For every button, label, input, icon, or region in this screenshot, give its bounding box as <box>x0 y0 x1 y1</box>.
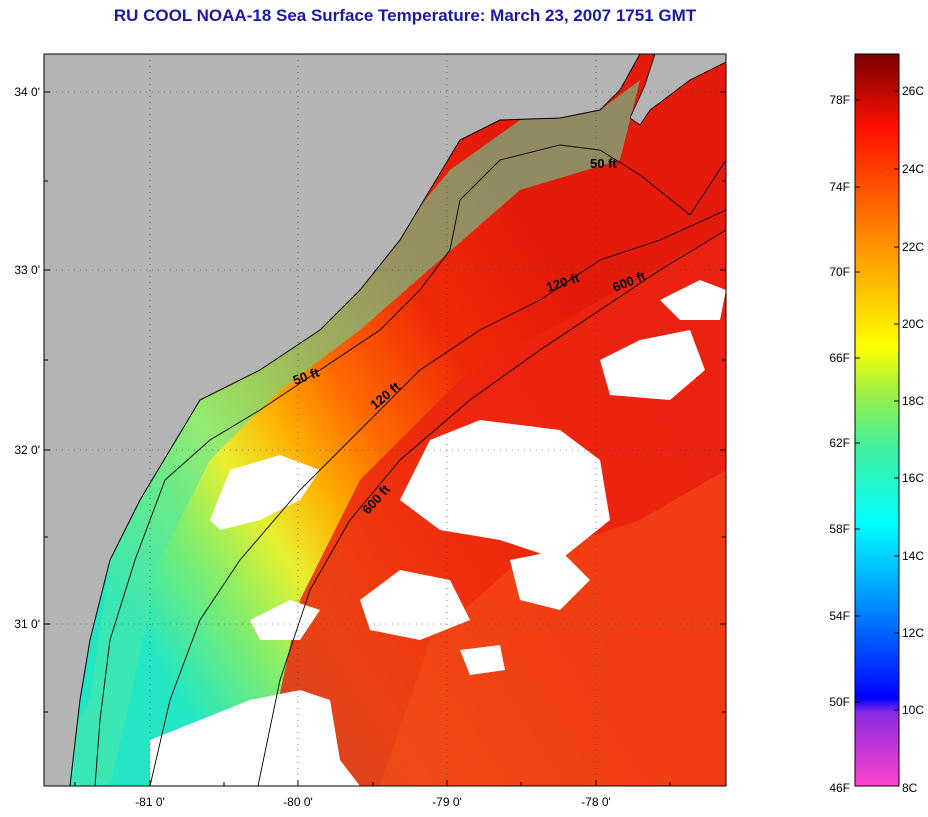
land-mass-north <box>629 54 726 126</box>
latitude-tick-label: 31 0' <box>14 617 40 631</box>
colorbar: 78F 74F 70F 66F 62F 58F 54F 50F 46F 26C … <box>829 53 924 795</box>
colorbar-gradient <box>854 53 900 787</box>
latitude-tick-label: 33 0' <box>14 263 40 277</box>
graticule <box>44 54 726 786</box>
colorbar-f-label: 46F <box>829 781 850 795</box>
cloud-cover <box>150 280 726 786</box>
map-title: RU COOL NOAA-18 Sea Surface Temperature:… <box>113 6 697 25</box>
colorbar-c-label: 24C <box>902 162 924 176</box>
colorbar-c-label: 12C <box>902 626 924 640</box>
latitude-tick-label: 34 0' <box>14 85 40 99</box>
colorbar-f-label: 70F <box>829 265 850 279</box>
land-mass <box>44 54 641 786</box>
longitude-tick-label: -79 0' <box>432 795 462 809</box>
colorbar-f-label: 74F <box>829 180 850 194</box>
colorbar-c-label: 18C <box>902 394 924 408</box>
map-frame <box>43 53 727 787</box>
colorbar-c-label: 8C <box>902 781 918 795</box>
contour-600ft <box>257 229 726 786</box>
longitude-tick-label: -78 0' <box>581 795 611 809</box>
axis-ticks <box>44 91 726 786</box>
colorbar-f-label: 58F <box>829 522 850 536</box>
contour-120ft <box>149 209 726 786</box>
latitude-tick-label: 32 0' <box>14 443 40 457</box>
gulf-stream-eddy <box>380 470 726 786</box>
coastal-cool-water <box>44 80 640 786</box>
colorbar-c-label: 22C <box>902 240 924 254</box>
colorbar-c-label: 10C <box>902 703 924 717</box>
longitude-tick-label: -81 0' <box>135 795 165 809</box>
colorbar-f-label: 78F <box>829 93 850 107</box>
map-panel: 50 ft 50 ft 120 ft 120 ft 600 ft 600 ft <box>44 54 726 786</box>
colorbar-f-label: 54F <box>829 609 850 623</box>
contour-label: 50 ft <box>590 156 617 171</box>
colorbar-f-label: 62F <box>829 436 850 450</box>
colorbar-c-label: 14C <box>902 549 924 563</box>
colorbar-c-label: 26C <box>902 84 924 98</box>
longitude-tick-label: -80 0' <box>283 795 313 809</box>
colorbar-f-label: 50F <box>829 695 850 709</box>
depth-contours <box>94 144 726 786</box>
colorbar-c-label: 20C <box>902 317 924 331</box>
colorbar-c-label: 16C <box>902 471 924 485</box>
contour-50ft <box>94 144 726 786</box>
colorbar-f-label: 66F <box>829 351 850 365</box>
